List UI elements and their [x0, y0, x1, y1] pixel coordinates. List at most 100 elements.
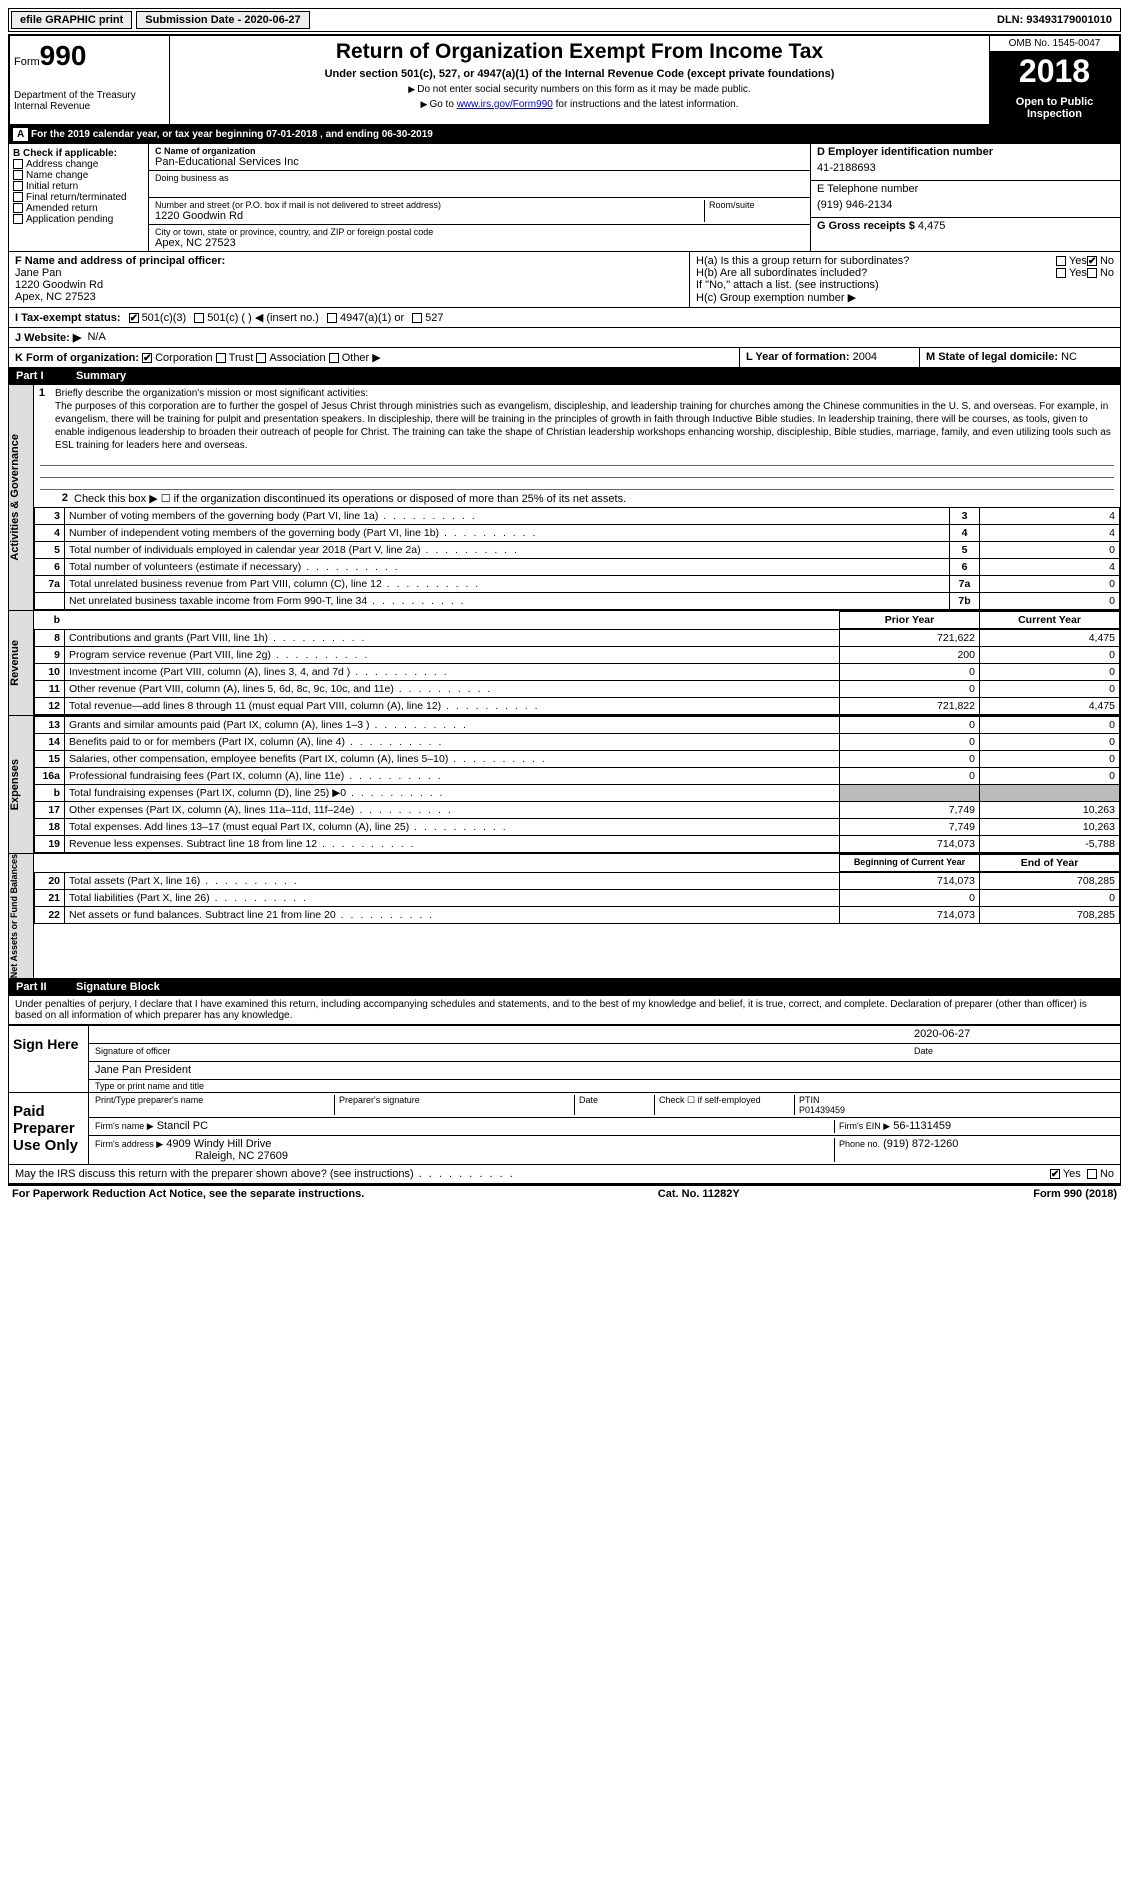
cb-address-change[interactable]: Address change	[13, 159, 144, 170]
penalty-text: Under penalties of perjury, I declare th…	[8, 995, 1121, 1025]
firm-ein-label: Firm's EIN ▶	[839, 1121, 890, 1131]
omb-number: OMB No. 1545-0047	[990, 36, 1119, 51]
org-name: Pan-Educational Services Inc	[155, 156, 804, 168]
footer-right: Form 990 (2018)	[1033, 1188, 1117, 1200]
table-row: 5Total number of individuals employed in…	[35, 542, 1120, 559]
vert-net: Net Assets or Fund Balances	[9, 854, 33, 978]
cb-application-pending[interactable]: Application pending	[13, 214, 144, 225]
vert-expenses: Expenses	[9, 759, 33, 810]
prep-sig-label: Preparer's signature	[335, 1095, 575, 1115]
vert-activities: Activities & Governance	[9, 434, 33, 561]
check-self[interactable]: Check ☐ if self-employed	[655, 1095, 795, 1115]
efile-print-button[interactable]: efile GRAPHIC print	[11, 11, 132, 29]
box-g-label: G Gross receipts $	[817, 220, 915, 232]
hb-yes[interactable]: Yes	[1056, 267, 1087, 279]
table-row: 13Grants and similar amounts paid (Part …	[35, 717, 1120, 734]
form-number: 990	[40, 40, 87, 71]
form-title: Return of Organization Exempt From Incom…	[178, 40, 981, 64]
table-row: 16aProfessional fundraising fees (Part I…	[35, 768, 1120, 785]
cb-501c3[interactable]: 501(c)(3)	[129, 312, 187, 324]
table-row: Net unrelated business taxable income fr…	[35, 593, 1120, 610]
ha-no[interactable]: No	[1087, 255, 1114, 267]
paid-preparer-label: Paid Preparer Use Only	[9, 1093, 89, 1164]
goto-note: Go to www.irs.gov/Form990 for instructio…	[178, 99, 981, 110]
table-row: bTotal fundraising expenses (Part IX, co…	[35, 785, 1120, 802]
table-row: 4Number of independent voting members of…	[35, 525, 1120, 542]
hb-label: H(b) Are all subordinates included?	[696, 267, 1056, 279]
city-state-zip: Apex, NC 27523	[155, 237, 804, 249]
mission-text: The purposes of this corporation are to …	[55, 401, 1111, 451]
hdr-prior: Prior Year	[840, 612, 980, 629]
box-c-label: C Name of organization	[155, 146, 804, 156]
cb-association[interactable]: Association	[256, 352, 325, 364]
table-row: 6Total number of volunteers (estimate if…	[35, 559, 1120, 576]
ptin-label: PTIN	[799, 1095, 820, 1105]
officer-addr1: 1220 Goodwin Rd	[15, 279, 683, 291]
table-row: 15Salaries, other compensation, employee…	[35, 751, 1120, 768]
table-row: 12Total revenue—add lines 8 through 11 (…	[35, 698, 1120, 715]
cb-4947[interactable]: 4947(a)(1) or	[327, 312, 404, 324]
cb-corporation[interactable]: Corporation	[142, 352, 212, 364]
cb-amended-return[interactable]: Amended return	[13, 203, 144, 214]
part2-header: Part IISignature Block	[8, 979, 1121, 995]
discuss-no[interactable]: No	[1087, 1168, 1114, 1180]
cb-name-change[interactable]: Name change	[13, 170, 144, 181]
form-label: Form	[14, 56, 40, 68]
hc-label: H(c) Group exemption number ▶	[696, 291, 1114, 304]
department: Department of the Treasury Internal Reve…	[14, 90, 165, 112]
website: N/A	[87, 331, 105, 344]
table-row: 17Other expenses (Part IX, column (A), l…	[35, 802, 1120, 819]
box-k-label: K Form of organization:	[15, 352, 139, 364]
firm-addr2: Raleigh, NC 27609	[95, 1150, 288, 1162]
officer-name: Jane Pan	[15, 267, 683, 279]
form-subtitle: Under section 501(c), 527, or 4947(a)(1)…	[178, 68, 981, 80]
phone-label: Phone no.	[839, 1139, 880, 1149]
ha-yes[interactable]: Yes	[1056, 255, 1087, 267]
top-bar: efile GRAPHIC print Submission Date - 20…	[8, 8, 1121, 32]
cb-trust[interactable]: Trust	[216, 352, 254, 364]
firm-addr-label: Firm's address ▶	[95, 1139, 163, 1149]
cb-527[interactable]: 527	[412, 312, 443, 324]
hb-note: If "No," attach a list. (see instruction…	[696, 279, 1114, 291]
page-footer: For Paperwork Reduction Act Notice, see …	[8, 1184, 1121, 1202]
officer-name-title: Jane Pan President	[95, 1064, 191, 1077]
table-row: 11Other revenue (Part VIII, column (A), …	[35, 681, 1120, 698]
vert-revenue: Revenue	[9, 640, 33, 686]
dba-label: Doing business as	[155, 173, 804, 183]
table-row: 14Benefits paid to or for members (Part …	[35, 734, 1120, 751]
firm-addr1: 4909 Windy Hill Drive	[166, 1138, 271, 1150]
box-b-label: B Check if applicable:	[13, 148, 144, 159]
city-label: City or town, state or province, country…	[155, 227, 804, 237]
box-d-label: D Employer identification number	[817, 146, 1114, 158]
entity-grid: B Check if applicable: Address change Na…	[8, 143, 1121, 252]
cb-501c[interactable]: 501(c) ( ) ◀ (insert no.)	[194, 311, 319, 324]
state-domicile: NC	[1061, 351, 1077, 363]
footer-left: For Paperwork Reduction Act Notice, see …	[12, 1188, 364, 1200]
table-row: 22Net assets or fund balances. Subtract …	[35, 907, 1120, 924]
cb-final-return[interactable]: Final return/terminated	[13, 192, 144, 203]
table-row: 21Total liabilities (Part X, line 26)00	[35, 890, 1120, 907]
box-f-label: F Name and address of principal officer:	[15, 255, 683, 267]
dln: DLN: 93493179001010	[997, 14, 1120, 26]
open-public: Open to Public Inspection	[990, 92, 1119, 124]
discuss-yes[interactable]: Yes	[1050, 1168, 1081, 1180]
prep-name-label: Print/Type preparer's name	[95, 1095, 335, 1115]
cb-other[interactable]: Other ▶	[329, 352, 381, 364]
officer-addr2: Apex, NC 27523	[15, 291, 683, 303]
discuss-text: May the IRS discuss this return with the…	[15, 1168, 1050, 1180]
gross-receipts: 4,475	[918, 220, 946, 232]
sign-here-label: Sign Here	[9, 1026, 89, 1092]
firm-phone: (919) 872-1260	[883, 1138, 958, 1150]
firm-name-label: Firm's name ▶	[95, 1121, 154, 1131]
footer-mid: Cat. No. 11282Y	[658, 1188, 740, 1200]
row-i-tax-status: I Tax-exempt status: 501(c)(3) 501(c) ( …	[8, 308, 1121, 328]
l1-label: Briefly describe the organization's miss…	[55, 388, 368, 399]
hb-no[interactable]: No	[1087, 267, 1114, 279]
irs-link[interactable]: www.irs.gov/Form990	[457, 99, 553, 110]
cb-initial-return[interactable]: Initial return	[13, 181, 144, 192]
addr-label: Number and street (or P.O. box if mail i…	[155, 200, 704, 210]
ein: 41-2188693	[817, 158, 1114, 178]
l2-text: Check this box ▶ ☐ if the organization d…	[68, 492, 626, 505]
box-i-label: I Tax-exempt status:	[15, 312, 121, 324]
table-row: 9Program service revenue (Part VIII, lin…	[35, 647, 1120, 664]
